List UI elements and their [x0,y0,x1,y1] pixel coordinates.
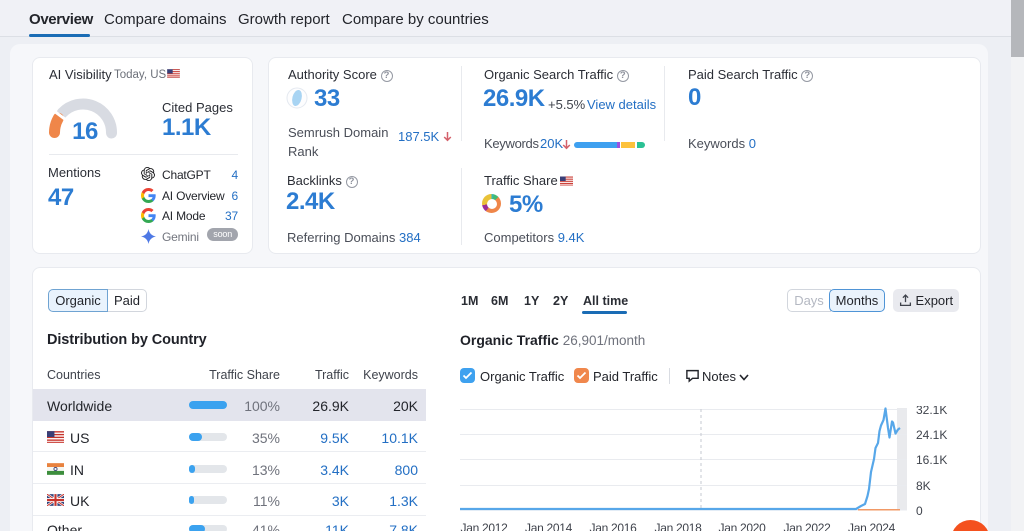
svg-text:8K: 8K [916,479,931,493]
svg-text:24.1K: 24.1K [916,428,947,442]
svg-text:Jan 2014: Jan 2014 [525,521,573,531]
svg-text:Jan 2020: Jan 2020 [719,521,767,531]
svg-text:Jan 2016: Jan 2016 [590,521,638,531]
svg-text:16.1K: 16.1K [916,453,947,467]
svg-text:Jan 2012: Jan 2012 [461,521,509,531]
svg-text:Jan 2022: Jan 2022 [784,521,832,531]
svg-text:Jan 2024: Jan 2024 [848,521,896,531]
svg-text:32.1K: 32.1K [916,406,947,417]
svg-text:0: 0 [916,504,923,518]
svg-text:Jan 2018: Jan 2018 [655,521,703,531]
